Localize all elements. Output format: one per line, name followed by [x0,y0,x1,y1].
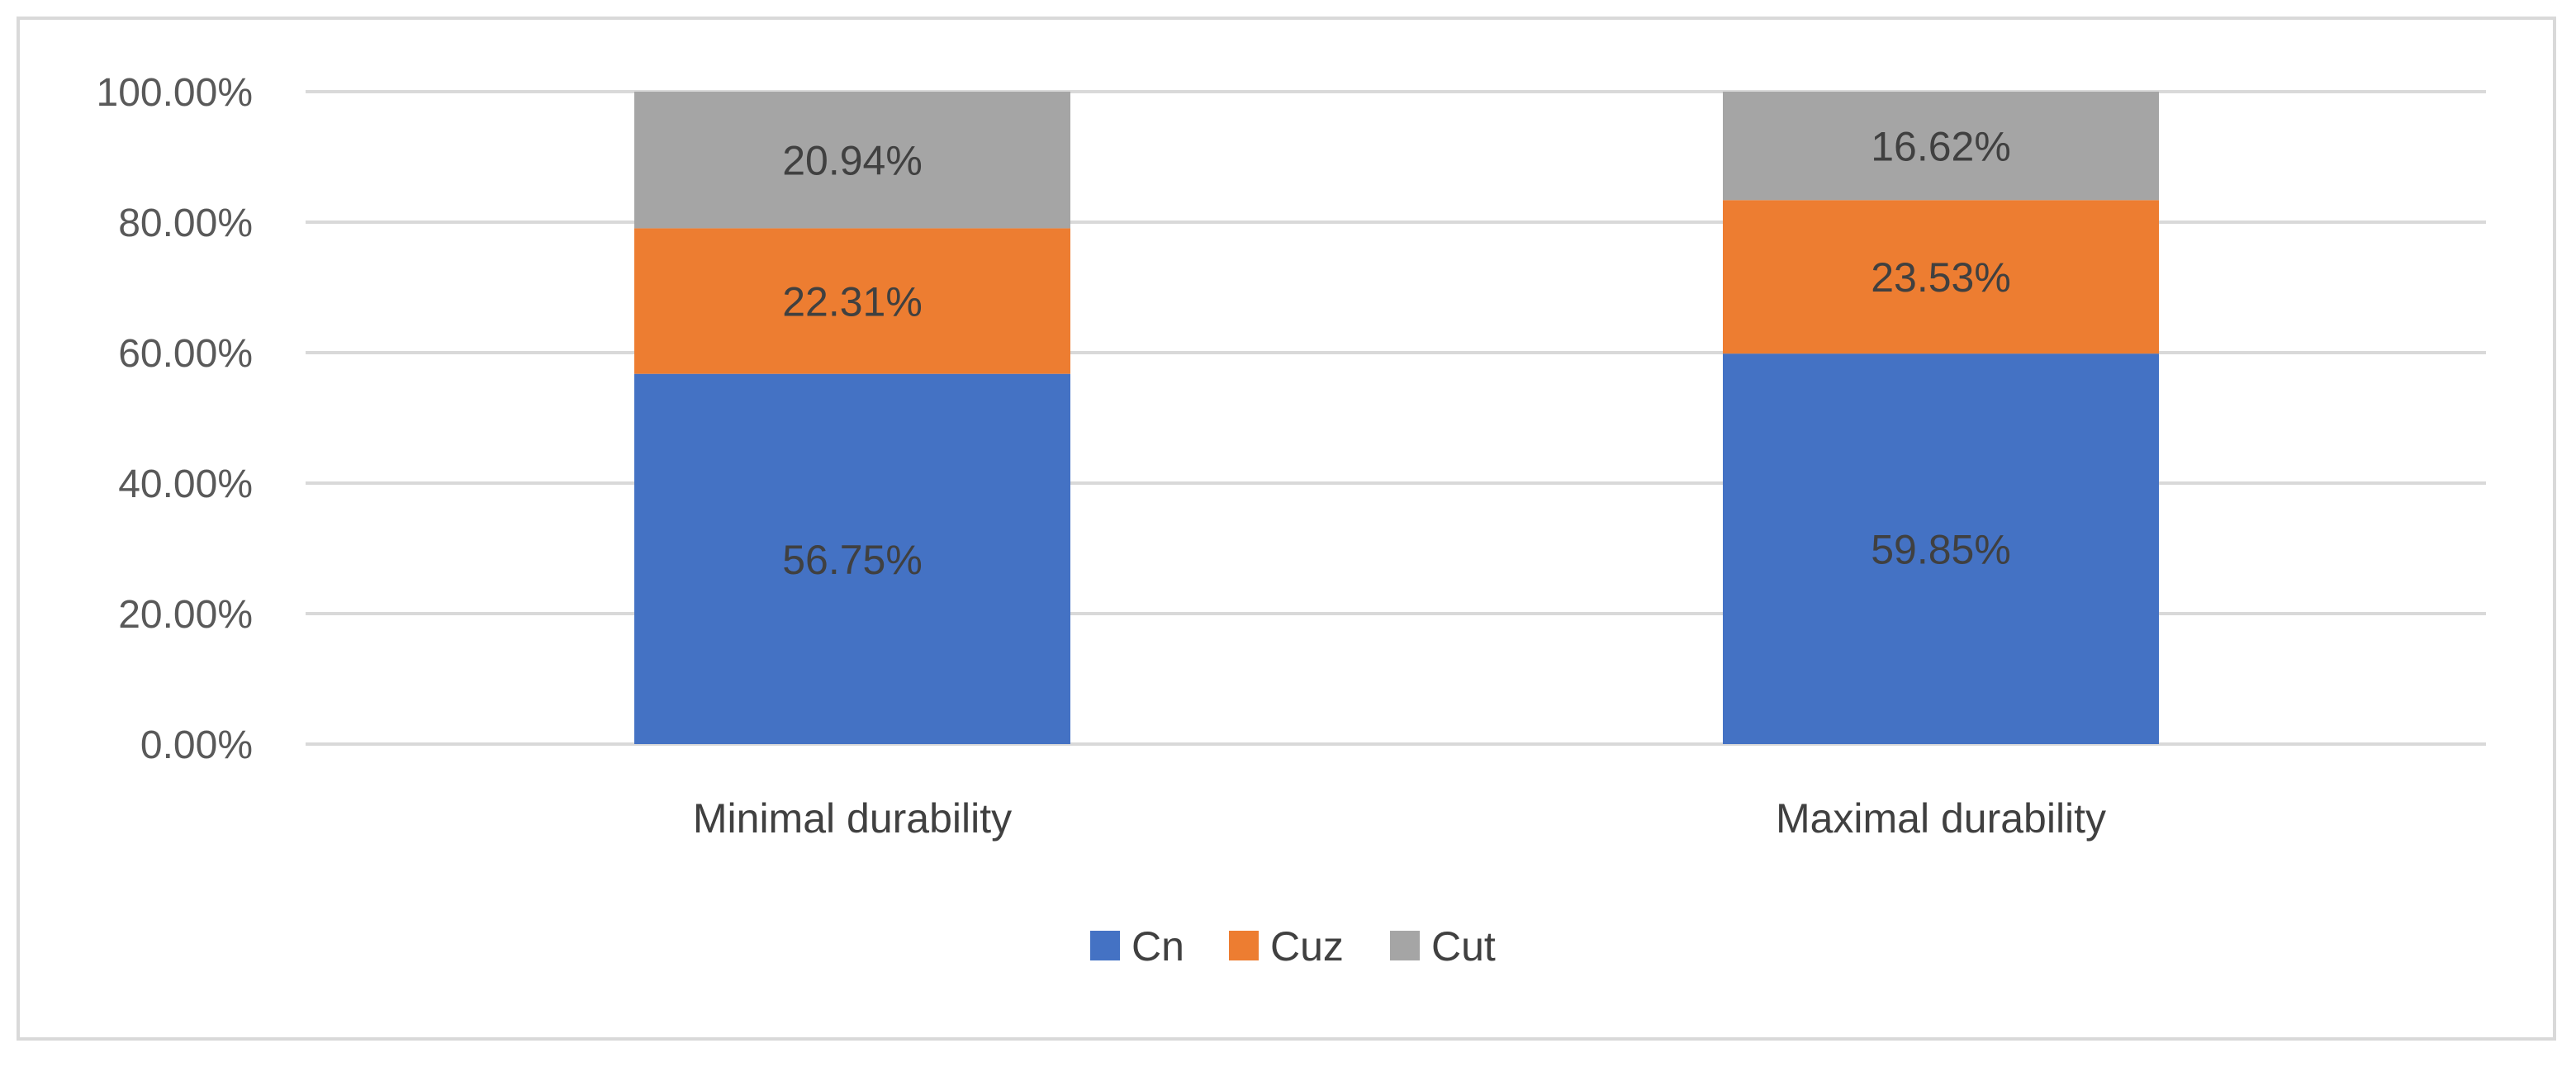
bar-segment-cuz[interactable] [1723,200,2159,354]
data-label: 20.94% [782,138,923,184]
x-axis-categories: Minimal durability Maximal durability [693,795,2106,842]
legend-item-cn[interactable]: Cn [1090,923,1184,970]
data-labels: 56.75% 22.31% 20.94% 59.85% 23.53% 16.62% [782,124,2011,583]
bar-segment-cuz[interactable] [634,228,1070,374]
legend-item-cuz[interactable]: Cuz [1229,923,1344,970]
data-label: 23.53% [1871,254,2011,301]
legend-swatch [1090,931,1120,960]
y-tick-label: 100.00% [97,71,254,115]
y-tick-label: 20.00% [118,593,253,637]
bar-segment-cut[interactable] [634,92,1070,229]
bar-segment-cn[interactable] [1723,353,2159,744]
legend-label: Cut [1431,923,1496,970]
bar-segment-cut[interactable] [1723,92,2159,201]
legend[interactable]: Cn Cuz Cut [1090,923,1496,970]
data-label: 22.31% [782,279,923,325]
legend-swatch [1229,931,1259,960]
y-tick-label: 40.00% [118,462,253,506]
bar-segment-cn[interactable] [634,373,1070,744]
bars [634,92,2159,744]
legend-label: Cn [1131,923,1184,970]
y-tick-label: 60.00% [118,332,253,376]
y-tick-label: 80.00% [118,202,253,245]
legend-swatch [1390,931,1420,960]
data-label: 59.85% [1871,527,2011,573]
y-tick-label: 0.00% [140,723,253,767]
data-label: 56.75% [782,537,923,583]
x-category-label: Minimal durability [693,795,1012,842]
x-category-label: Maximal durability [1776,795,2106,842]
legend-label: Cuz [1270,923,1344,970]
data-label: 16.62% [1871,124,2011,170]
legend-item-cut[interactable]: Cut [1390,923,1496,970]
y-axis-ticks: 0.00% 20.00% 40.00% 60.00% 80.00% 100.00% [97,71,254,767]
